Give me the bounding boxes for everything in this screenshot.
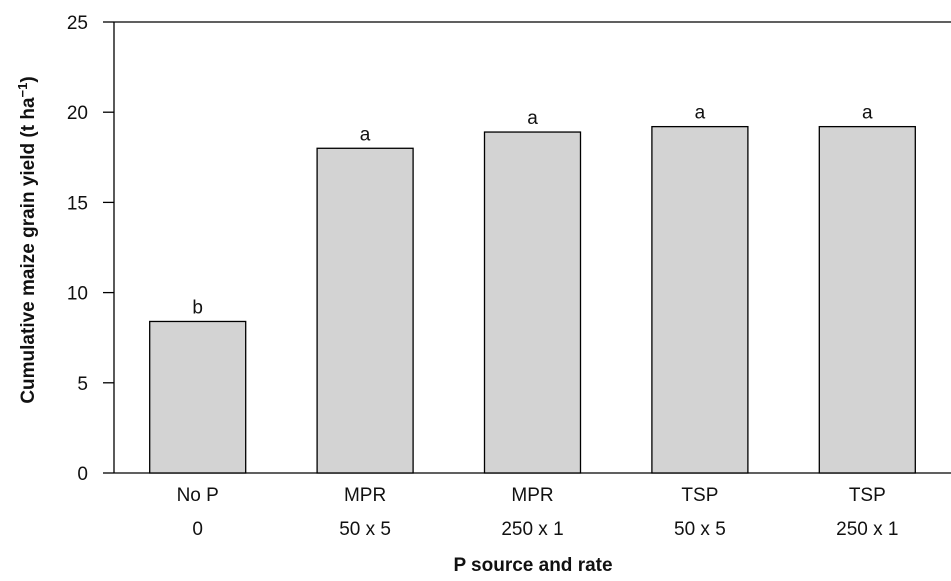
significance-label: a <box>360 124 371 145</box>
significance-label: a <box>695 103 706 124</box>
x-tick-label-rate: 250 x 1 <box>501 519 563 540</box>
bar <box>149 320 247 474</box>
significance-label: b <box>192 297 203 318</box>
bar <box>316 147 414 474</box>
y-tick-label: 15 <box>67 193 88 214</box>
y-tick-label: 25 <box>67 13 88 34</box>
x-tick-label-rate: 250 x 1 <box>836 519 898 540</box>
x-tick-label-source: TSP <box>849 485 886 506</box>
y-tick-label: 0 <box>77 464 88 485</box>
bar <box>818 125 916 474</box>
significance-label: a <box>862 103 873 124</box>
y-tick-label: 20 <box>67 103 88 124</box>
x-tick-label-source: TSP <box>681 485 718 506</box>
x-tick-label-rate: 50 x 5 <box>339 519 391 540</box>
significance-label: a <box>527 108 538 129</box>
x-tick-label-rate: 50 x 5 <box>674 519 726 540</box>
bar <box>483 131 582 474</box>
x-axis-title: P source and rate <box>453 555 612 576</box>
x-tick-label-source: MPR <box>511 485 553 506</box>
y-tick-label: 10 <box>67 284 88 305</box>
bar <box>651 125 749 474</box>
x-tick-label-source: MPR <box>344 485 386 506</box>
plot-area: 0 5 10 15 20 25 b No P 0 a MPR 50 x 5 a MPR 250 x 1 a TS… <box>67 13 951 540</box>
x-tick-label-rate: 0 <box>192 519 203 540</box>
y-axis-title: Cumulative maize grain yield (t ha−1) <box>15 76 40 403</box>
y-tick-label: 5 <box>77 374 88 395</box>
y-axis-title-close: ) <box>18 76 39 82</box>
y-axis-title-exponent: −1 <box>15 83 30 98</box>
y-axis-title-text: Cumulative maize grain yield (t ha <box>18 97 39 404</box>
x-tick-label-source: No P <box>177 485 219 506</box>
